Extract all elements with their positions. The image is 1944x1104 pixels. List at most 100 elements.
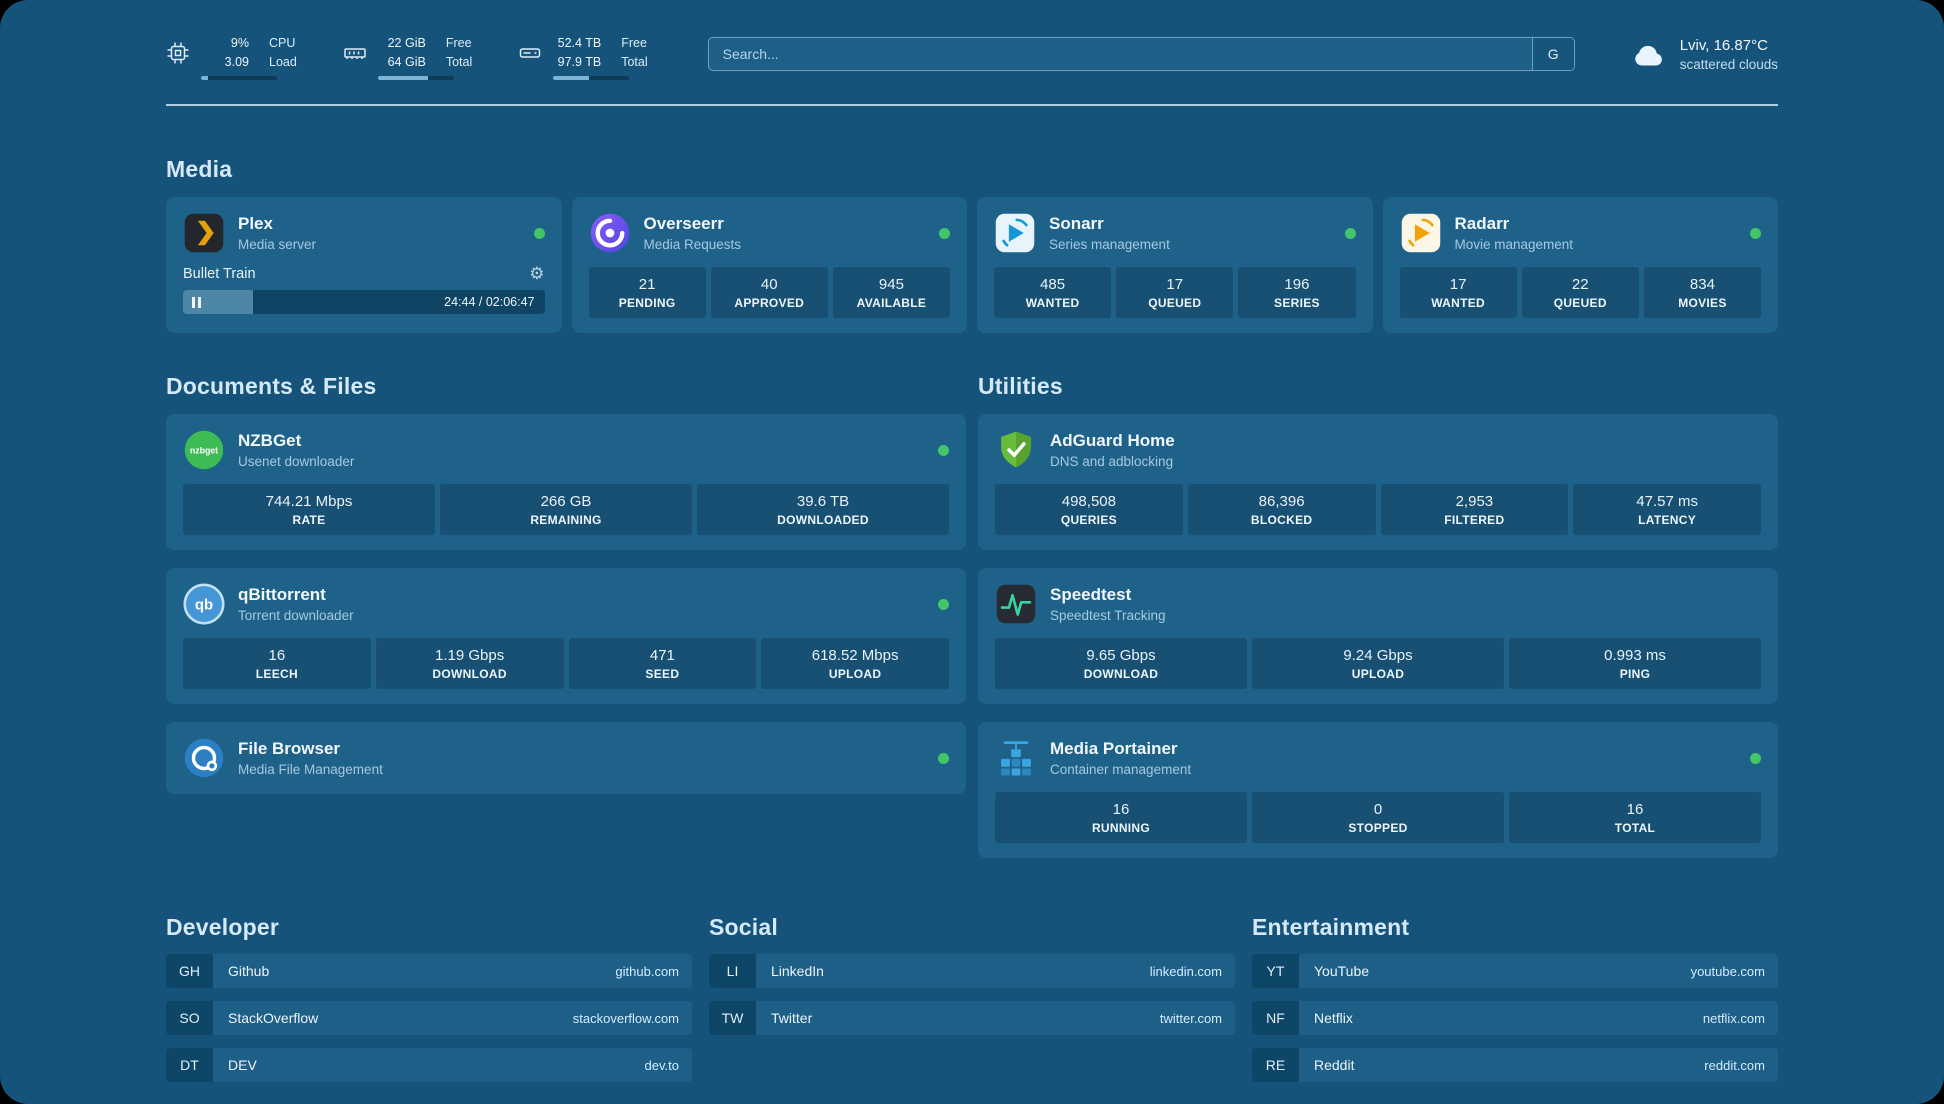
bookmark-youtube[interactable]: YT YouTube youtube.com: [1252, 954, 1778, 989]
stat-series: 196 SERIES: [1238, 267, 1356, 319]
top-bar: 9% 3.09 CPU Load: [166, 0, 1778, 81]
stat-blocked: 86,396 BLOCKED: [1187, 484, 1376, 536]
stat-queued: 22 QUEUED: [1521, 267, 1639, 319]
bookmark-name: Twitter: [771, 1010, 813, 1027]
speedtest-card: Speedtest Speedtest Tracking 9.65 Gbps D…: [978, 568, 1778, 705]
bookmark-url: reddit.com: [1704, 1057, 1765, 1073]
linkedin-abbr-icon: LI: [709, 954, 756, 989]
radarr-icon: [1401, 214, 1440, 253]
bookmark-name: Reddit: [1314, 1057, 1355, 1074]
radarr-app-link[interactable]: Radarr Movie management: [1400, 212, 1761, 254]
memory-widget: 22 GiB 64 GiB Free Total: [343, 36, 472, 81]
qbittorrent-card: qb qBittorrent Torrent downloader 16 LEE…: [166, 568, 966, 705]
app-name: Sonarr: [1049, 214, 1104, 234]
bookmark-reddit[interactable]: RE Reddit reddit.com: [1252, 1048, 1778, 1083]
social-section-title: Social: [709, 914, 778, 941]
bookmark-stackoverflow[interactable]: SO StackOverflow stackoverflow.com: [166, 1001, 692, 1036]
app-name: File Browser: [238, 739, 341, 759]
svg-text:nzbget: nzbget: [190, 446, 218, 456]
bookmark-url: github.com: [615, 963, 679, 979]
disk-widget: 52.4 TB 97.9 TB Free Total: [518, 36, 648, 81]
search-bar: G: [707, 37, 1575, 71]
documents-section-title: Documents & Files: [166, 373, 377, 400]
filebrowser-app-link[interactable]: File Browser Media File Management: [183, 737, 949, 779]
app-desc: Torrent downloader: [238, 608, 354, 624]
app-name: qBittorrent: [238, 585, 326, 605]
social-group: Social LI LinkedIn linkedin.com TW Twitt…: [709, 914, 1235, 1082]
status-dot: [939, 227, 950, 239]
cpu-chip-icon: [167, 42, 189, 64]
stat-filtered: 2,953 FILTERED: [1380, 484, 1569, 536]
status-dot: [938, 444, 949, 456]
gear-icon[interactable]: ⚙: [529, 264, 545, 284]
bookmark-name: YouTube: [1314, 963, 1370, 980]
stat-pending: 21 PENDING: [588, 267, 706, 319]
weather-condition: scattered clouds: [1679, 57, 1778, 72]
status-dot: [1344, 227, 1356, 239]
app-name: Media Portainer: [1050, 739, 1178, 759]
app-name: AdGuard Home: [1050, 431, 1175, 451]
sonarr-app-link[interactable]: Sonarr Series management: [994, 212, 1356, 254]
bookmark-name: Github: [228, 963, 270, 980]
now-playing-title: Bullet Train: [183, 265, 256, 282]
search-input[interactable]: [708, 38, 1532, 70]
netflix-abbr-icon: NF: [1252, 1001, 1299, 1036]
stat-queued: 17 QUEUED: [1116, 267, 1234, 319]
stat-rate: 744.21 Mbps RATE: [183, 484, 435, 536]
youtube-abbr-icon: YT: [1252, 954, 1299, 989]
sonarr-card: Sonarr Series management 485 WANTED 17 Q…: [977, 197, 1373, 334]
system-widgets: 9% 3.09 CPU Load: [166, 36, 648, 81]
app-name: Plex: [238, 214, 273, 234]
search-engine-button[interactable]: G: [1531, 38, 1574, 70]
disk-free-value: 52.4 TB: [557, 36, 602, 50]
bookmark-linkedin[interactable]: LI LinkedIn linkedin.com: [709, 954, 1235, 989]
memory-total-value: 64 GiB: [387, 54, 426, 69]
nzbget-icon: nzbget: [184, 431, 224, 470]
app-desc: DNS and adblocking: [1050, 454, 1174, 470]
stat-running: 16 RUNNING: [995, 792, 1247, 844]
playback-time: 24:44 / 02:06:47: [444, 295, 535, 310]
speedtest-app-link[interactable]: Speedtest Speedtest Tracking: [995, 583, 1761, 625]
app-desc: Media Requests: [643, 237, 742, 253]
hard-drive-icon: [519, 48, 541, 58]
portainer-app-link[interactable]: Media Portainer Container management: [995, 737, 1761, 779]
status-dot: [533, 227, 545, 239]
app-desc: Series management: [1049, 237, 1170, 253]
nzbget-card: nzbget NZBGet Usenet downloader 744.21 M…: [166, 414, 966, 551]
app-desc: Movie management: [1454, 237, 1574, 253]
bookmark-github[interactable]: GH Github github.com: [166, 954, 692, 989]
app-desc: Media File Management: [238, 762, 383, 778]
stat-approved: 40 APPROVED: [710, 267, 828, 319]
stat-movies: 834 MOVIES: [1643, 267, 1762, 319]
app-name: Radarr: [1454, 214, 1510, 234]
filebrowser-icon: [184, 739, 224, 778]
bookmark-netflix[interactable]: NF Netflix netflix.com: [1252, 1001, 1778, 1036]
app-desc: Container management: [1050, 762, 1192, 778]
disk-progress-bar: [553, 76, 630, 81]
qbittorrent-app-link[interactable]: qb qBittorrent Torrent downloader: [183, 583, 949, 625]
status-dot: [938, 598, 949, 610]
bookmark-name: LinkedIn: [771, 963, 824, 980]
overseerr-app-link[interactable]: Overseerr Media Requests: [589, 212, 950, 254]
plex-player-bar[interactable]: 24:44 / 02:06:47: [183, 290, 545, 315]
portainer-card: Media Portainer Container management 16 …: [978, 722, 1778, 859]
stat-stopped: 0 STOPPED: [1252, 792, 1504, 844]
bookmark-url: linkedin.com: [1149, 963, 1222, 979]
pause-icon[interactable]: [192, 296, 201, 308]
plex-card: Plex Media server Bullet Train ⚙ 24:44 /…: [166, 197, 562, 334]
bookmark-name: DEV: [228, 1057, 257, 1074]
nzbget-app-link[interactable]: nzbget NZBGet Usenet downloader: [183, 429, 949, 471]
bookmark-dev[interactable]: DT DEV dev.to: [166, 1048, 692, 1083]
plex-app-link[interactable]: Plex Media server: [183, 212, 545, 254]
app-name: NZBGet: [238, 431, 302, 451]
twitter-abbr-icon: TW: [709, 1001, 756, 1036]
bookmark-url: stackoverflow.com: [572, 1010, 679, 1026]
memory-free-value: 22 GiB: [387, 36, 426, 50]
stat-downloaded: 39.6 TB DOWNLOADED: [697, 484, 949, 536]
overseerr-card: Overseerr Media Requests 21 PENDING 40 A…: [571, 197, 967, 334]
adguard-app-link[interactable]: AdGuard Home DNS and adblocking: [995, 429, 1761, 471]
status-dot: [1750, 752, 1761, 764]
qbittorrent-icon: qb: [183, 583, 225, 625]
bookmark-twitter[interactable]: TW Twitter twitter.com: [709, 1001, 1235, 1036]
